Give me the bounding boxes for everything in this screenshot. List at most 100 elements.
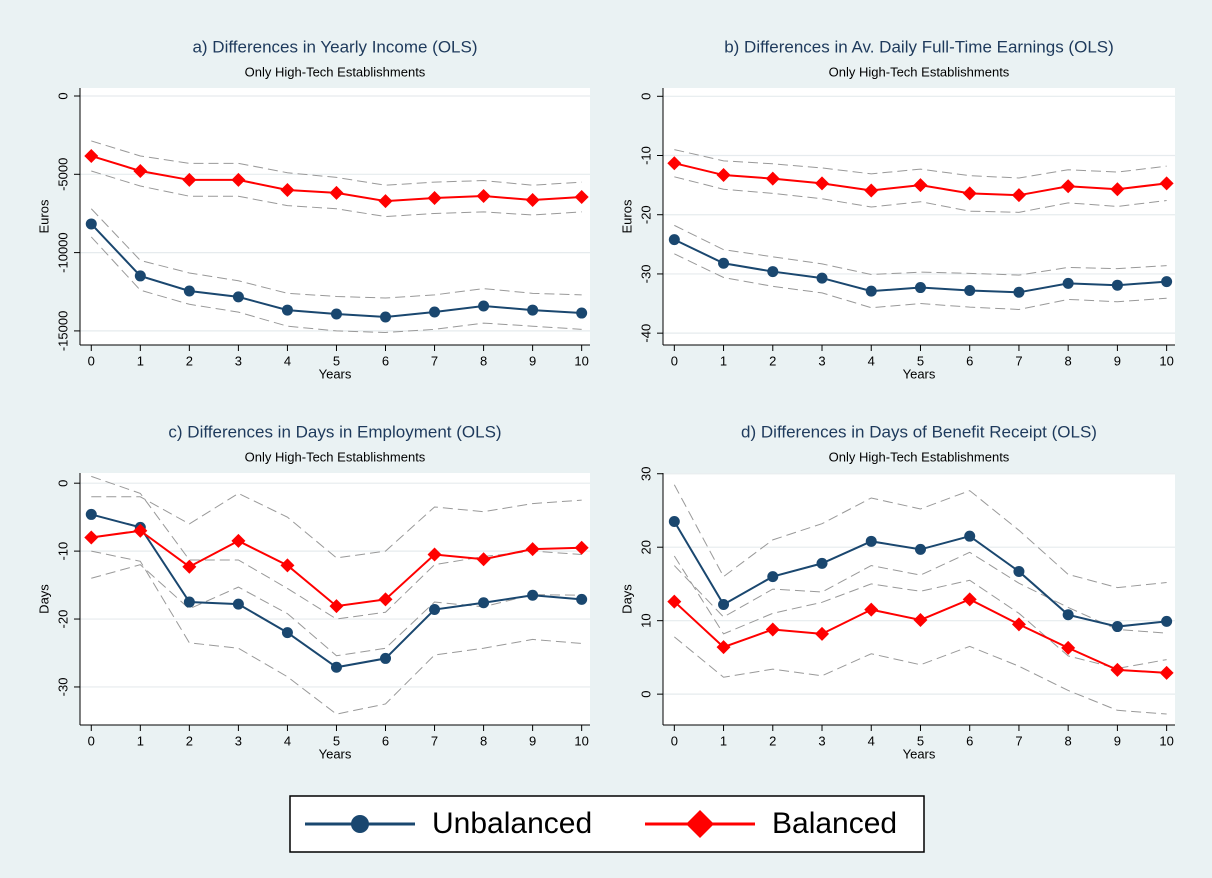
circle-marker <box>914 282 926 294</box>
diamond-marker <box>716 168 731 183</box>
ci-upper-line <box>90 208 582 299</box>
legend-marker <box>351 815 369 833</box>
diamond-marker <box>476 189 491 204</box>
y-tick-label: 0 <box>638 691 653 698</box>
diamond-marker <box>133 523 148 538</box>
diamond-marker <box>378 194 393 209</box>
x-tick-label: 8 <box>480 733 487 748</box>
circle-marker <box>527 304 539 316</box>
circle-marker <box>1161 615 1173 627</box>
circle-marker <box>478 300 490 312</box>
circle-marker <box>865 285 877 297</box>
diamond-marker <box>962 592 977 607</box>
diamond-marker <box>525 192 540 207</box>
circle-marker <box>281 627 293 639</box>
x-tick-label: 2 <box>186 733 193 748</box>
diamond-marker <box>574 540 589 555</box>
circle-marker <box>85 218 97 230</box>
circle-marker <box>1013 286 1025 298</box>
diamond-marker <box>1011 617 1026 632</box>
x-tick-label: 6 <box>966 353 973 368</box>
circle-marker <box>1013 565 1025 577</box>
circle-marker <box>330 308 342 320</box>
circle-marker <box>380 652 392 664</box>
circle-marker <box>668 234 680 246</box>
plot-area <box>663 473 1175 725</box>
circle-marker <box>964 285 976 297</box>
ci-upper-line <box>91 475 582 620</box>
circle-marker <box>134 270 146 282</box>
plot-area <box>663 88 1175 345</box>
circle-marker <box>429 306 441 318</box>
x-tick-label: 1 <box>720 353 727 368</box>
y-tick-label: -10000 <box>55 232 70 272</box>
x-axis-label: Years <box>319 366 352 381</box>
circle-marker <box>816 557 828 569</box>
diamond-marker <box>182 559 197 574</box>
circle-marker <box>478 597 490 609</box>
diamond-marker <box>913 178 928 193</box>
ci-upper-line <box>674 149 1167 179</box>
x-tick-label: 5 <box>333 353 340 368</box>
x-tick-label: 1 <box>137 733 144 748</box>
diamond-marker <box>427 190 442 205</box>
diamond-marker <box>280 558 295 573</box>
x-tick-label: 7 <box>1015 353 1022 368</box>
legend: Unbalanced Balanced <box>289 795 925 853</box>
circle-marker <box>232 291 244 303</box>
y-tick-label: 20 <box>638 540 653 554</box>
diamond-marker <box>280 182 295 197</box>
y-tick-label: -10 <box>638 146 653 165</box>
diamond-marker <box>84 148 99 163</box>
ci-upper-line <box>673 484 1167 589</box>
ci-lower-line <box>673 555 1167 669</box>
circle-marker <box>576 593 588 605</box>
x-tick-label: 3 <box>818 733 825 748</box>
ci-lower-line <box>90 236 582 333</box>
diamond-marker <box>1110 182 1125 197</box>
x-tick-label: 0 <box>88 733 95 748</box>
circle-marker <box>330 661 342 673</box>
x-tick-label: 5 <box>333 733 340 748</box>
circle-marker <box>865 535 877 547</box>
circle-marker <box>1111 621 1123 633</box>
circle-marker <box>527 589 539 601</box>
diamond-marker <box>574 190 589 205</box>
diamond-marker <box>231 533 246 548</box>
x-tick-label: 6 <box>966 733 973 748</box>
diamond-marker <box>913 612 928 627</box>
x-tick-label: 8 <box>1065 353 1072 368</box>
circle-marker <box>718 599 730 611</box>
diamond-marker <box>84 530 99 545</box>
x-tick-label: 9 <box>1114 353 1121 368</box>
circle-marker <box>281 304 293 316</box>
y-axis-label: Euros <box>619 199 634 233</box>
legend-label: Balanced <box>772 807 897 840</box>
diamond-marker <box>133 164 148 179</box>
y-tick-label: -5000 <box>55 158 70 191</box>
diamond-marker <box>815 176 830 191</box>
x-tick-label: 2 <box>769 353 776 368</box>
circle-marker <box>1062 609 1074 621</box>
x-tick-label: 1 <box>137 353 144 368</box>
x-tick-label: 9 <box>1114 733 1121 748</box>
diamond-marker <box>962 186 977 201</box>
ci-upper-line <box>673 551 1167 634</box>
x-tick-label: 5 <box>917 733 924 748</box>
x-tick-label: 7 <box>431 353 438 368</box>
x-tick-label: 9 <box>529 733 536 748</box>
y-tick-label: -30 <box>638 265 653 284</box>
circle-marker <box>232 598 244 610</box>
x-tick-label: 4 <box>284 733 291 748</box>
circle-marker <box>816 272 828 284</box>
x-tick-label: 9 <box>529 353 536 368</box>
x-tick-label: 10 <box>1159 733 1173 748</box>
diamond-marker <box>182 172 197 187</box>
circle-marker <box>183 285 195 297</box>
circle-marker <box>668 515 680 527</box>
diamond-marker <box>1110 662 1125 677</box>
x-tick-label: 8 <box>480 353 487 368</box>
circle-marker <box>1161 276 1173 288</box>
circle-marker <box>576 307 588 319</box>
